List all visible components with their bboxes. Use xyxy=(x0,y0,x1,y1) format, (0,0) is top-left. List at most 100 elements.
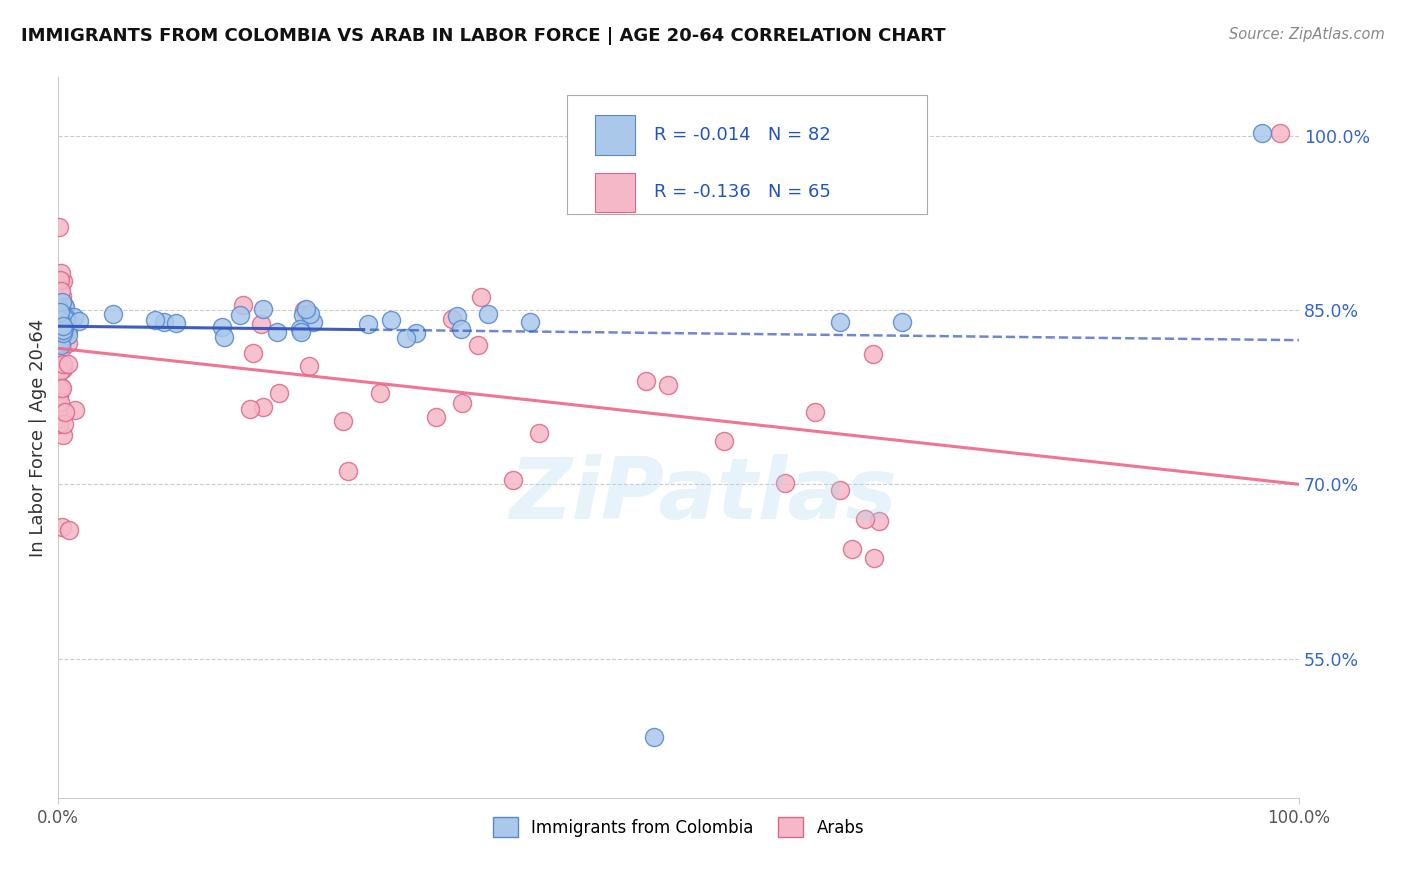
Point xyxy=(143,313,166,327)
Point xyxy=(266,326,288,340)
Point xyxy=(48,314,70,328)
Point xyxy=(52,309,75,323)
Point xyxy=(48,387,70,401)
Point xyxy=(51,335,73,350)
Point xyxy=(380,313,402,327)
Point xyxy=(48,307,70,321)
Point xyxy=(53,300,76,314)
Point xyxy=(48,348,70,362)
Point xyxy=(239,401,262,416)
Point xyxy=(63,403,86,417)
Point xyxy=(863,550,886,565)
Point xyxy=(357,317,380,331)
Point xyxy=(52,323,75,337)
Point xyxy=(49,319,72,334)
Point xyxy=(297,359,319,373)
Point xyxy=(48,335,70,350)
Point xyxy=(49,383,72,397)
Point xyxy=(828,314,851,328)
Point xyxy=(450,322,472,336)
Point xyxy=(46,315,69,329)
Point xyxy=(527,425,550,440)
Point xyxy=(332,414,354,428)
Point xyxy=(52,428,75,442)
Point xyxy=(52,320,75,334)
Point xyxy=(49,313,72,327)
Point xyxy=(48,302,70,317)
Point xyxy=(51,405,73,419)
Point xyxy=(803,405,825,419)
Point xyxy=(46,314,69,328)
Point xyxy=(67,314,90,328)
Point xyxy=(51,294,73,309)
Point xyxy=(51,520,73,534)
Point xyxy=(290,322,312,336)
Point xyxy=(58,523,80,537)
Point xyxy=(425,410,447,425)
Point xyxy=(48,321,70,335)
Point xyxy=(48,301,70,315)
Point xyxy=(49,302,72,317)
Point xyxy=(242,345,264,359)
Point xyxy=(211,320,233,334)
Point xyxy=(49,380,72,394)
Point xyxy=(52,322,75,336)
Point xyxy=(51,357,73,371)
Point xyxy=(46,323,69,337)
Point xyxy=(56,336,79,351)
Point xyxy=(49,323,72,337)
Point xyxy=(56,323,79,337)
Point xyxy=(51,314,73,328)
Point xyxy=(53,311,76,326)
Point xyxy=(212,330,235,344)
Point xyxy=(48,316,70,330)
Point xyxy=(63,310,86,324)
Point xyxy=(295,302,318,317)
Point xyxy=(46,314,69,328)
Point xyxy=(51,289,73,303)
Point xyxy=(773,475,796,490)
Point xyxy=(252,400,274,414)
Text: IMMIGRANTS FROM COLOMBIA VS ARAB IN LABOR FORCE | AGE 20-64 CORRELATION CHART: IMMIGRANTS FROM COLOMBIA VS ARAB IN LABO… xyxy=(21,27,946,45)
Text: ZiPatlas: ZiPatlas xyxy=(509,454,897,537)
Point xyxy=(828,483,851,497)
Point xyxy=(252,301,274,316)
Point xyxy=(394,331,416,345)
Point xyxy=(49,305,72,319)
Point xyxy=(48,310,70,324)
Point xyxy=(49,284,72,298)
Point xyxy=(441,311,464,326)
Point xyxy=(477,307,499,321)
Point xyxy=(292,302,315,317)
Point xyxy=(52,309,75,323)
Point xyxy=(49,273,72,287)
Point xyxy=(56,357,79,371)
Legend: Immigrants from Colombia, Arabs: Immigrants from Colombia, Arabs xyxy=(486,810,872,844)
Point xyxy=(48,314,70,328)
Point xyxy=(502,474,524,488)
Point xyxy=(49,319,72,334)
Point xyxy=(51,274,73,288)
Point xyxy=(229,308,252,322)
Point xyxy=(48,273,70,287)
Point xyxy=(51,318,73,332)
Point xyxy=(336,464,359,478)
Point xyxy=(56,310,79,325)
Point xyxy=(48,417,70,431)
Point xyxy=(269,386,291,401)
Point xyxy=(53,318,76,332)
Point xyxy=(56,328,79,343)
Point xyxy=(634,374,657,388)
Point xyxy=(53,309,76,323)
Point xyxy=(49,319,72,334)
Point xyxy=(48,219,70,234)
Point xyxy=(51,316,73,330)
Point xyxy=(165,316,187,330)
Point xyxy=(51,295,73,310)
Point xyxy=(51,381,73,395)
Point xyxy=(1250,126,1272,140)
Point xyxy=(446,309,468,323)
Point xyxy=(713,434,735,449)
Point xyxy=(890,314,912,328)
Point xyxy=(49,338,72,352)
